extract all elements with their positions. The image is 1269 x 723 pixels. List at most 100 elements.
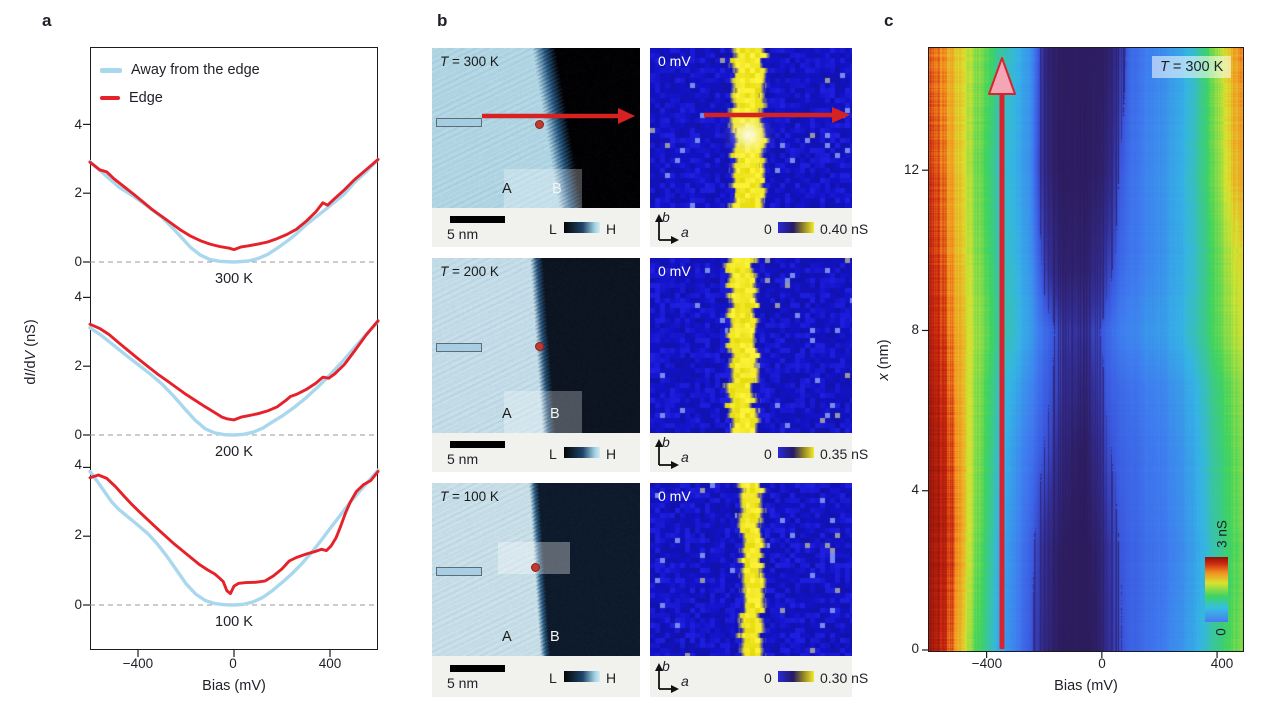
map-cb-min: 0 — [764, 221, 772, 237]
linecut-arrow-icon — [482, 108, 635, 124]
map-footer-200K: b a 0 0.35 nS — [650, 433, 868, 472]
map-bias-label: 0 mV — [658, 263, 691, 279]
a-ytick: 0 — [74, 597, 82, 612]
map-footer-100K: b a 0 0.30 nS — [650, 656, 868, 697]
legend-swatch-edge — [100, 96, 120, 101]
region-b-label: B — [550, 629, 560, 645]
scale-bar — [450, 216, 505, 223]
topo-colorbar — [564, 671, 600, 682]
map-cb-max: 0.40 nS — [820, 221, 869, 237]
panel-c-label: c — [884, 11, 894, 30]
heatmap-frame — [922, 47, 1244, 658]
c-colorbar-min-label: 0 — [1213, 628, 1229, 636]
legend-swatch-away — [100, 68, 122, 73]
topo-image-100K: T = 100 K A B — [432, 483, 640, 656]
region-a-label: A — [502, 181, 512, 197]
panel-a-spectra-svg — [83, 123, 380, 657]
scale-bar — [450, 441, 505, 448]
c-ytick: 0 — [911, 641, 919, 656]
region-b-label: B — [550, 406, 560, 422]
map-colorbar — [778, 222, 814, 233]
c-yaxis-title: x (nm) — [876, 339, 892, 381]
heatmap-overlay-svg — [922, 57, 1218, 658]
axis-b-label: b — [662, 434, 670, 450]
spectrum-point-marker — [535, 120, 544, 129]
c-colorbar-max-label: 3 nS — [1214, 520, 1230, 548]
axis-b-label: b — [662, 209, 670, 225]
reference-rectangle — [436, 343, 482, 352]
topo-image-200K: T = 200 K A B — [432, 258, 640, 433]
legend-item-edge: Edge — [100, 90, 163, 107]
map-cb-max: 0.35 nS — [820, 446, 869, 462]
region-b-label: B — [552, 181, 562, 197]
topo-colorbar — [564, 447, 600, 458]
topo-cb-high: H — [606, 446, 617, 462]
topo-temp-label: T = 200 K — [440, 264, 499, 279]
map-cb-min: 0 — [764, 446, 772, 462]
map-bias-label: 0 mV — [658, 53, 691, 69]
topo-cb-low: L — [549, 221, 557, 237]
scale-bar-label: 5 nm — [447, 675, 479, 691]
spectrum-point-marker — [535, 342, 544, 351]
map-colorbar — [778, 447, 814, 458]
panel-a-plot-frame — [90, 47, 378, 650]
a-temp-label-200K: 200 K — [215, 444, 253, 460]
topo-image-300K: T = 300 K A B — [432, 48, 640, 208]
axis-b-label: b — [662, 658, 670, 674]
panel-a-label: a — [42, 11, 52, 30]
a-yaxis-title: dI/dV (nS) — [23, 319, 39, 385]
axis-a-label: a — [681, 224, 689, 240]
map-bias-label: 0 mV — [658, 488, 691, 504]
topo-cb-low: L — [549, 446, 557, 462]
map-cb-max: 0.30 nS — [820, 670, 869, 686]
topo-colorbar — [564, 222, 600, 233]
map-cb-min: 0 — [764, 670, 772, 686]
a-ytick: 2 — [74, 358, 82, 373]
map-footer-300K: b a 0 0.40 nS — [650, 208, 868, 247]
a-xtick: −400 — [122, 656, 154, 671]
scale-bar-label: 5 nm — [447, 226, 479, 242]
a-xtick: 400 — [318, 656, 342, 671]
didv-map-200K: 0 mV — [650, 258, 852, 433]
a-ytick: 4 — [74, 289, 82, 304]
panel-b-label: b — [437, 11, 448, 30]
topo-cb-high: H — [606, 670, 617, 686]
a-ytick: 2 — [74, 185, 82, 200]
topo-footer-200K: 5 nm L H — [432, 433, 640, 472]
spectrum-point-marker — [531, 563, 540, 572]
didv-map-100K: 0 mV — [650, 483, 852, 656]
ab-overlay — [504, 169, 582, 208]
didv-map-300K: 0 mV — [650, 48, 852, 208]
a-xtick: 0 — [229, 656, 237, 671]
c-ytick: 8 — [911, 322, 919, 337]
a-ytick: 0 — [74, 254, 82, 269]
scale-bar — [450, 665, 505, 672]
c-ytick: 12 — [903, 162, 919, 177]
topo-footer-100K: 5 nm L H — [432, 656, 640, 697]
a-ytick: 4 — [74, 457, 82, 472]
a-temp-label-100K: 100 K — [215, 614, 253, 630]
a-temp-label-300K: 300 K — [215, 271, 253, 287]
crystal-axes-icon — [655, 214, 679, 244]
scale-bar-label: 5 nm — [447, 451, 479, 467]
c-colorbar — [1205, 557, 1228, 622]
a-ytick: 4 — [74, 117, 82, 132]
c-temp-badge: T = 300 K — [1152, 56, 1232, 78]
crystal-axes-icon — [655, 439, 679, 469]
didv-map-canvas-200K — [650, 258, 852, 433]
ab-overlay — [504, 391, 582, 433]
a-ytick: 0 — [74, 427, 82, 442]
topo-temp-label: T = 300 K — [440, 54, 499, 69]
didv-map-canvas-100K — [650, 483, 852, 656]
a-xaxis-title: Bias (mV) — [202, 678, 266, 694]
c-xtick: 0 — [1098, 656, 1106, 671]
legend-item-away: Away from the edge — [100, 62, 260, 79]
legend-label-away: Away from the edge — [131, 62, 260, 78]
region-a-label: A — [502, 406, 512, 422]
c-xtick: −400 — [971, 656, 1003, 671]
topo-footer-300K: 5 nm L H — [432, 208, 640, 247]
topo-cb-low: L — [549, 670, 557, 686]
reference-rectangle — [436, 567, 482, 576]
c-ytick: 4 — [911, 482, 919, 497]
didv-map-canvas-300K — [650, 48, 852, 208]
